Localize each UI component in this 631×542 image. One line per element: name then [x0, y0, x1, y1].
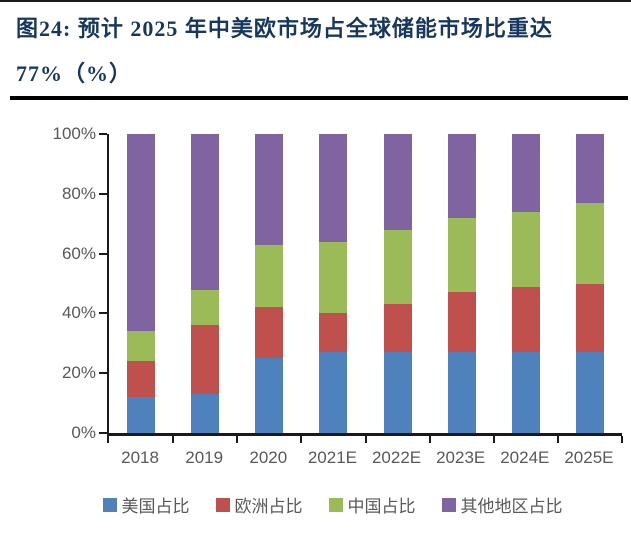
- bar-segment: [447, 292, 476, 353]
- bar-segment: [575, 134, 604, 203]
- bar-segment: [447, 217, 476, 293]
- bar-segment: [319, 241, 348, 314]
- bar-segment: [575, 202, 604, 284]
- bar-segment: [383, 229, 412, 305]
- stacked-bar-2025E: [575, 134, 604, 433]
- legend-item: 中国占比: [328, 492, 416, 517]
- y-axis-tick: [99, 252, 107, 255]
- x-axis-tick: [428, 436, 431, 443]
- bar-segment: [191, 394, 220, 433]
- x-axis-tick-label: 2022E: [371, 448, 422, 467]
- x-axis-tick: [172, 436, 175, 443]
- y-axis-tick: [99, 192, 107, 195]
- bar-segment: [383, 304, 412, 353]
- x-axis-tick-label: 2019: [185, 448, 224, 467]
- y-axis-tick-label: 40%: [61, 303, 96, 323]
- y-axis-tick: [99, 372, 107, 375]
- bar-segment: [127, 331, 156, 362]
- x-axis-tick-label: 2025E: [564, 448, 614, 467]
- title-divider-rule: [10, 96, 628, 100]
- stacked-bar-2023E: [447, 134, 476, 433]
- stacked-bar-chart: 0% 20% 40% 60% 80% 100% 2018 2019 2020 2021E 2022…: [0, 110, 631, 542]
- stacked-bar-2022E: [383, 134, 412, 433]
- legend-item: 美国占比: [102, 492, 190, 517]
- bar-segment: [319, 313, 348, 353]
- plot-area: [99, 133, 623, 443]
- bar-segment: [447, 134, 476, 218]
- x-axis-tick: [556, 436, 559, 443]
- y-axis-tick-label: 80%: [61, 183, 96, 203]
- figure-title-line2: 77%（%）: [16, 61, 133, 86]
- legend-label: 美国占比: [121, 497, 190, 516]
- bar-segment: [383, 134, 412, 230]
- legend-item: 欧洲占比: [215, 492, 303, 517]
- x-axis-tick: [107, 436, 109, 443]
- bar-segment: [319, 352, 348, 433]
- stacked-bar-2021E: [319, 134, 348, 433]
- bar-segment: [447, 352, 476, 433]
- bar-segment: [575, 352, 604, 433]
- bar-segment: [511, 211, 540, 287]
- legend-swatch-icon: [328, 497, 343, 512]
- bar-segment: [191, 134, 220, 290]
- legend-item: 其他地区占比: [441, 492, 563, 517]
- x-axis-tick: [300, 436, 303, 443]
- top-border-line: [0, 0, 631, 2]
- stacked-bar-2020: [255, 134, 284, 433]
- figure-title-line1: 图24: 预计 2025 年中美欧市场占全球储能市场比重达: [16, 16, 553, 41]
- legend-label: 欧洲占比: [234, 497, 303, 516]
- x-axis-tick: [621, 436, 623, 443]
- stacked-bar-2018: [127, 134, 156, 433]
- x-axis-tick-label: 2024E: [500, 448, 550, 467]
- legend-swatch-icon: [215, 497, 230, 512]
- y-axis-tick-label: 60%: [61, 243, 96, 263]
- bar-segment: [511, 352, 540, 433]
- x-axis-tick: [364, 436, 367, 443]
- stacked-bar-2024E: [511, 134, 540, 433]
- y-axis-tick-label: 20%: [61, 363, 96, 383]
- bar-segment: [127, 397, 156, 433]
- bar-segment: [127, 361, 156, 398]
- bar-segment: [255, 358, 284, 433]
- x-axis-tick-label: 2018: [121, 448, 159, 467]
- bar-segment: [255, 307, 284, 359]
- y-axis-tick: [99, 432, 107, 434]
- y-axis-tick-label: 100%: [52, 124, 96, 143]
- bar-segment: [255, 244, 284, 308]
- x-axis-tick: [492, 436, 495, 443]
- chart-legend: 美国占比 欧洲占比 中国占比 其他地区占比: [0, 492, 631, 517]
- bar-segment: [191, 289, 220, 326]
- x-axis-tick: [236, 436, 239, 443]
- y-axis-tick-label: 0%: [71, 423, 96, 442]
- bar-segment: [575, 283, 604, 353]
- bar-segment: [127, 134, 156, 332]
- x-axis-tick-label: 2023E: [436, 448, 486, 467]
- legend-label: 其他地区占比: [460, 497, 563, 516]
- bar-segment: [383, 352, 412, 433]
- legend-swatch-icon: [102, 497, 117, 512]
- bar-segment: [319, 134, 348, 242]
- y-axis-tick: [99, 312, 107, 315]
- legend-label: 中国占比: [347, 497, 416, 516]
- bar-segment: [255, 134, 284, 245]
- stacked-bar-2019: [191, 134, 220, 433]
- figure-title: 图24: 预计 2025 年中美欧市场占全球储能市场比重达 77%（%）: [16, 6, 616, 96]
- y-axis-tick: [99, 133, 107, 135]
- x-axis-tick-label: 2020: [249, 448, 288, 467]
- legend-swatch-icon: [441, 497, 456, 512]
- bar-segment: [511, 286, 540, 353]
- x-axis-tick-label: 2021E: [307, 448, 358, 467]
- bar-segment: [191, 325, 220, 395]
- bar-segment: [511, 134, 540, 212]
